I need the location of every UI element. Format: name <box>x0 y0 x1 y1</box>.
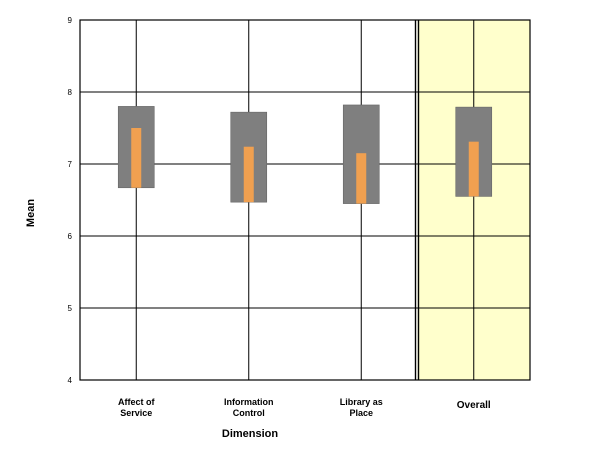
y-tick-label: 8 <box>68 88 73 97</box>
x-tick-label: Place <box>349 408 373 418</box>
bars <box>117 104 493 204</box>
x-tick-label: Information <box>224 397 274 407</box>
mean-bar <box>243 146 254 203</box>
plot-border <box>79 19 531 381</box>
x-tick-label: Control <box>233 408 265 418</box>
x-axis-title: Dimension <box>222 428 279 440</box>
x-tick-label: Service <box>120 408 152 418</box>
y-tick-labels: 4 5 6 7 8 9 <box>68 16 73 385</box>
y-tick-label: 9 <box>68 16 73 25</box>
y-tick-label: 4 <box>68 376 73 385</box>
x-tick-label: Affect of <box>118 397 155 407</box>
y-tick-label: 7 <box>68 160 73 169</box>
mean-bar <box>356 153 367 204</box>
mean-bar <box>131 128 142 188</box>
mean-bar <box>468 141 479 197</box>
y-tick-label: 5 <box>68 304 73 313</box>
y-axis-title: Mean <box>25 199 37 227</box>
plot-frame <box>79 19 531 381</box>
x-tick-label: Overall <box>457 400 491 411</box>
y-tick-label: 6 <box>68 232 73 241</box>
x-tick-label: Library as <box>340 397 383 407</box>
